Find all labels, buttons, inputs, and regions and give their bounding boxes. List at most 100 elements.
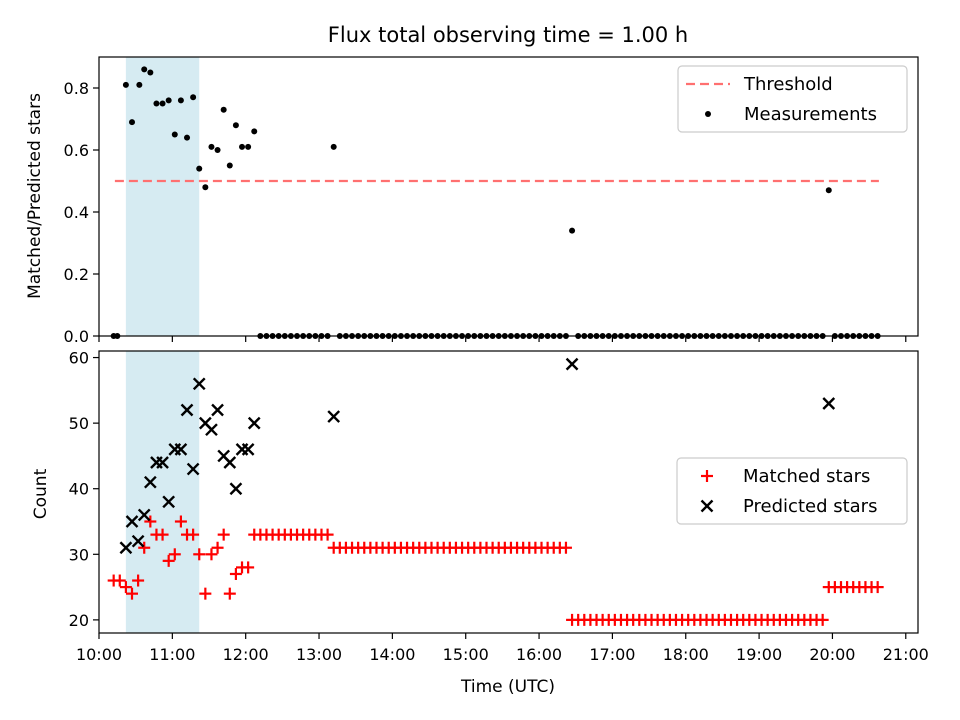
x-tick-label: 16:00 <box>516 645 562 664</box>
plot-frame <box>98 56 919 337</box>
matched-star-point <box>871 581 884 594</box>
y-tick-label: 60 <box>69 349 89 368</box>
matched-star-point <box>126 587 139 600</box>
predicted-star-point <box>565 357 579 371</box>
matched-star-point <box>193 548 206 561</box>
legend-label: Predicted stars <box>743 496 877 517</box>
matched-star-point <box>217 528 230 541</box>
x-tick-label: 14:00 <box>369 645 415 664</box>
predicted-star-point <box>143 475 157 489</box>
measurement-point <box>184 134 191 141</box>
matched-star-point <box>168 548 181 561</box>
legend-label: Measurements <box>744 104 877 125</box>
shaded-region <box>125 57 200 336</box>
matched-star-point <box>223 587 236 600</box>
predicted-star-point <box>186 462 200 476</box>
y-tick-label: 0.4 <box>64 203 89 222</box>
matched-star-point <box>211 541 224 554</box>
predicted-star-point <box>137 508 151 522</box>
predicted-star-point <box>192 377 206 391</box>
measurement-point <box>136 81 143 88</box>
predicted-star-point <box>247 416 261 430</box>
legend-matched-swatch <box>701 470 713 482</box>
measurement-point <box>129 119 136 126</box>
predicted-star-point <box>327 410 341 423</box>
measurement-point <box>245 143 252 150</box>
measurement-point <box>220 106 227 113</box>
x-tick-label: 21:00 <box>883 645 929 664</box>
legend-frame <box>677 65 908 133</box>
predicted-star-point <box>241 443 255 456</box>
predicted-star-point <box>125 515 139 528</box>
legend-predicted-swatch <box>700 499 714 513</box>
matched-star-point <box>242 561 255 574</box>
y-tick-label: 50 <box>69 414 89 433</box>
measurement-point <box>177 97 184 104</box>
predicted-star-point <box>211 403 224 417</box>
shaded-region <box>125 351 200 633</box>
measurement-point <box>190 94 197 101</box>
measurement-point <box>569 227 576 234</box>
measurement-point <box>147 69 154 76</box>
legend-measurement-swatch <box>705 111 711 117</box>
top-panel: 0.0 0.2 0.4 0.6 0.8 Threshold Measurements <box>64 56 919 346</box>
matched-star-point <box>205 548 218 561</box>
y-tick-label: 40 <box>69 480 89 499</box>
bottom-y-axis-label: Count <box>31 468 51 519</box>
measurement-point <box>239 143 246 150</box>
top-y-axis-label: Matched/Predicted stars <box>25 93 45 299</box>
legend: Threshold Measurements <box>677 65 908 133</box>
x-tick-label: 11:00 <box>149 645 195 664</box>
measurement-point <box>196 165 203 172</box>
measurement-point <box>171 131 178 138</box>
measurement-point <box>141 66 148 73</box>
matched-star-point <box>156 528 169 541</box>
matched-star-point <box>559 541 572 554</box>
x-axis-label: Time (UTC) <box>460 677 555 697</box>
matched-star-point <box>132 574 145 587</box>
chart-title: Flux total observing time = 1.00 h <box>328 23 688 47</box>
predicted-star-point <box>180 403 194 417</box>
x-tick-label: 12:00 <box>223 645 269 664</box>
measurement-point <box>226 162 233 169</box>
x-tick-label: 17:00 <box>589 645 635 664</box>
matched-star-point <box>113 574 126 587</box>
y-tick-label: 0.6 <box>64 141 89 160</box>
x-tick-label: 20:00 <box>809 645 855 664</box>
predicted-star-point <box>205 423 218 437</box>
y-tick-label: 20 <box>69 611 89 630</box>
measurement-point <box>122 81 129 88</box>
predicted-star-point <box>223 456 237 469</box>
x-tick-label: 10:00 <box>76 645 122 664</box>
measurement-point <box>208 143 215 150</box>
matched-star-point <box>174 515 187 528</box>
predicted-star-point <box>119 541 133 555</box>
predicted-star-point <box>156 456 169 469</box>
matched-star-point <box>162 554 175 567</box>
matched-star-point <box>816 613 829 626</box>
predicted-star-point <box>174 443 188 456</box>
predicted-star-point <box>822 397 836 410</box>
measurement-point <box>202 184 209 191</box>
matched-star-point <box>144 515 157 528</box>
x-tick-label: 13:00 <box>296 645 342 664</box>
legend-label: Matched stars <box>743 466 870 487</box>
measurement-point <box>825 187 832 194</box>
legend-frame <box>676 457 908 525</box>
legend-label: Threshold <box>743 74 833 95</box>
predicted-star-point <box>229 482 243 496</box>
measurement-point <box>232 122 239 129</box>
matched-star-point <box>199 587 212 600</box>
measurement-point <box>251 128 258 135</box>
matched-star-point <box>229 567 242 580</box>
x-tick-label: 15:00 <box>443 645 489 664</box>
legend: Matched stars Predicted stars <box>676 457 908 525</box>
matched-star-point <box>321 528 334 541</box>
x-tick-label: 18:00 <box>663 645 709 664</box>
plot-frame <box>98 350 919 634</box>
matched-star-point <box>119 581 132 594</box>
y-tick-label: 0.2 <box>64 265 89 284</box>
matched-star-point <box>187 528 200 541</box>
x-tick-label: 19:00 <box>736 645 782 664</box>
